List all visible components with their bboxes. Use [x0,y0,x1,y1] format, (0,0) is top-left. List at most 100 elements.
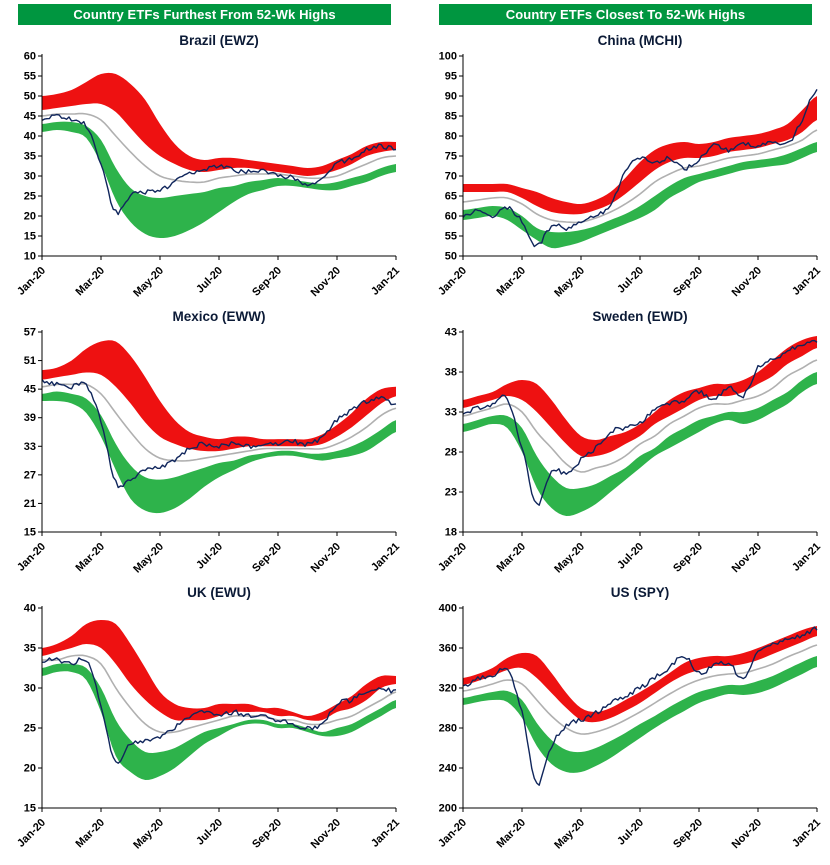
x-tick-label: Jan-21 [790,265,823,298]
y-tick-label: 45 [24,111,36,123]
x-tick-label: Sep-20 [671,817,705,851]
moving-average-line [41,112,397,184]
y-tick-label: 25 [24,723,36,735]
y-tick-label: 200 [439,803,457,815]
y-tick-label: 60 [24,51,36,63]
chart-sweden-ewd: 18 23 28 33 38 43 Jan-20 Mar-20 May-20 Jul-20 Sep-… [427,306,824,578]
x-tick-label: Jan-20 [436,817,469,850]
x-tick-label: Jan-20 [15,817,48,850]
charts-grid: 10 15 20 25 30 35 40 45 50 55 60 Jan-20 Mar-20 May-20… [6,30,824,854]
y-tick-label: 15 [24,527,36,539]
chart-mexico-eww: 15 21 27 33 39 45 51 57 Jan-20 Mar-20 May-20 Jul-20… [6,306,403,578]
x-tick-label: Jan-21 [790,817,823,850]
x-tick-label: Mar-20 [74,265,108,299]
y-tick-label: 20 [24,211,36,223]
y-tick-label: 80 [445,131,457,143]
x-tick-label: May-20 [131,265,166,300]
x-tick-label: Jul-20 [194,265,225,296]
x-tick-label: Jul-20 [615,817,646,848]
chart-china-mchi: 50 55 60 65 70 75 80 85 90 95 100 Jan-20 Mar-20 May-2… [427,30,824,302]
left-panel-header: Country ETFs Furthest From 52-Wk Highs [18,4,391,25]
price-line [41,113,397,216]
y-tick-label: 35 [24,151,36,163]
overbought-band [463,626,817,723]
x-tick-label: Mar-20 [495,541,529,575]
x-tick-label: Mar-20 [74,541,108,575]
x-tick-label: Sep-20 [671,265,705,299]
x-tick-label: Nov-20 [730,817,764,851]
y-tick-label: 20 [24,763,36,775]
x-tick-label: Sep-20 [250,541,284,575]
y-tick-label: 45 [24,384,36,396]
price-line [462,339,818,506]
y-tick-label: 60 [445,211,457,223]
y-tick-label: 51 [24,355,36,367]
y-tick-label: 43 [445,327,457,339]
y-tick-label: 55 [445,231,457,243]
overbought-band [463,336,817,457]
chart-title: China (MCHI) [598,33,683,48]
y-tick-label: 400 [439,603,457,615]
x-tick-label: Jan-20 [436,265,469,298]
chart-canvas: 50 55 60 65 70 75 80 85 90 95 100 Jan-20 Mar-20 May-2… [436,33,823,300]
x-tick-label: Nov-20 [309,541,343,575]
y-tick-label: 18 [445,527,457,539]
x-tick-label: Mar-20 [495,265,529,299]
x-tick-label: Jul-20 [615,541,646,572]
y-tick-label: 55 [24,71,36,83]
y-tick-label: 50 [445,251,457,263]
chart-title: Brazil (EWZ) [179,33,259,48]
y-tick-label: 27 [24,469,36,481]
x-tick-label: May-20 [552,817,587,852]
price-line [462,626,818,786]
y-tick-label: 15 [24,231,36,243]
y-tick-label: 85 [445,111,457,123]
y-tick-label: 10 [24,251,36,263]
moving-average-line [462,129,818,224]
y-tick-label: 90 [445,91,457,103]
x-tick-label: Jan-21 [790,541,823,574]
y-tick-label: 57 [24,327,36,339]
oversold-band [42,663,396,780]
y-tick-label: 95 [445,71,457,83]
x-tick-label: May-20 [552,265,587,300]
chart-canvas: 15 20 25 30 35 40 Jan-20 Mar-20 May-20 Jul-20 Sep-… [15,585,402,851]
chart-title: Sweden (EWD) [592,309,687,324]
x-tick-label: Sep-20 [671,541,705,575]
y-tick-label: 40 [24,131,36,143]
y-tick-label: 21 [24,498,36,510]
moving-average-line [41,382,397,462]
y-tick-label: 33 [445,407,457,419]
oversold-band [463,142,817,249]
chart-title: US (SPY) [611,585,670,600]
moving-average-line [462,359,818,473]
y-tick-label: 25 [24,191,36,203]
price-line [462,89,818,248]
panel-headers: Country ETFs Furthest From 52-Wk Highs C… [6,4,824,25]
y-tick-label: 40 [24,603,36,615]
x-tick-label: Nov-20 [730,541,764,575]
x-tick-label: Sep-20 [250,817,284,851]
y-tick-label: 280 [439,723,457,735]
x-tick-label: Sep-20 [250,265,284,299]
y-tick-label: 39 [24,412,36,424]
y-tick-label: 30 [24,683,36,695]
overbought-band [463,96,817,215]
x-tick-label: Mar-20 [495,817,529,851]
x-tick-label: Jan-21 [369,817,402,850]
y-tick-label: 38 [445,367,457,379]
chart-title: Mexico (EWW) [173,309,266,324]
chart-title: UK (EWU) [187,585,251,600]
y-tick-label: 30 [24,171,36,183]
overbought-band [42,340,396,452]
x-tick-label: May-20 [552,541,587,576]
y-tick-label: 23 [445,487,457,499]
chart-canvas: 18 23 28 33 38 43 Jan-20 Mar-20 May-20 Jul-20 Sep-… [436,309,823,576]
y-tick-label: 70 [445,171,457,183]
x-tick-label: Nov-20 [730,265,764,299]
x-tick-label: Jan-20 [15,265,48,298]
x-tick-label: May-20 [131,541,166,576]
y-tick-label: 50 [24,91,36,103]
y-tick-label: 320 [439,683,457,695]
